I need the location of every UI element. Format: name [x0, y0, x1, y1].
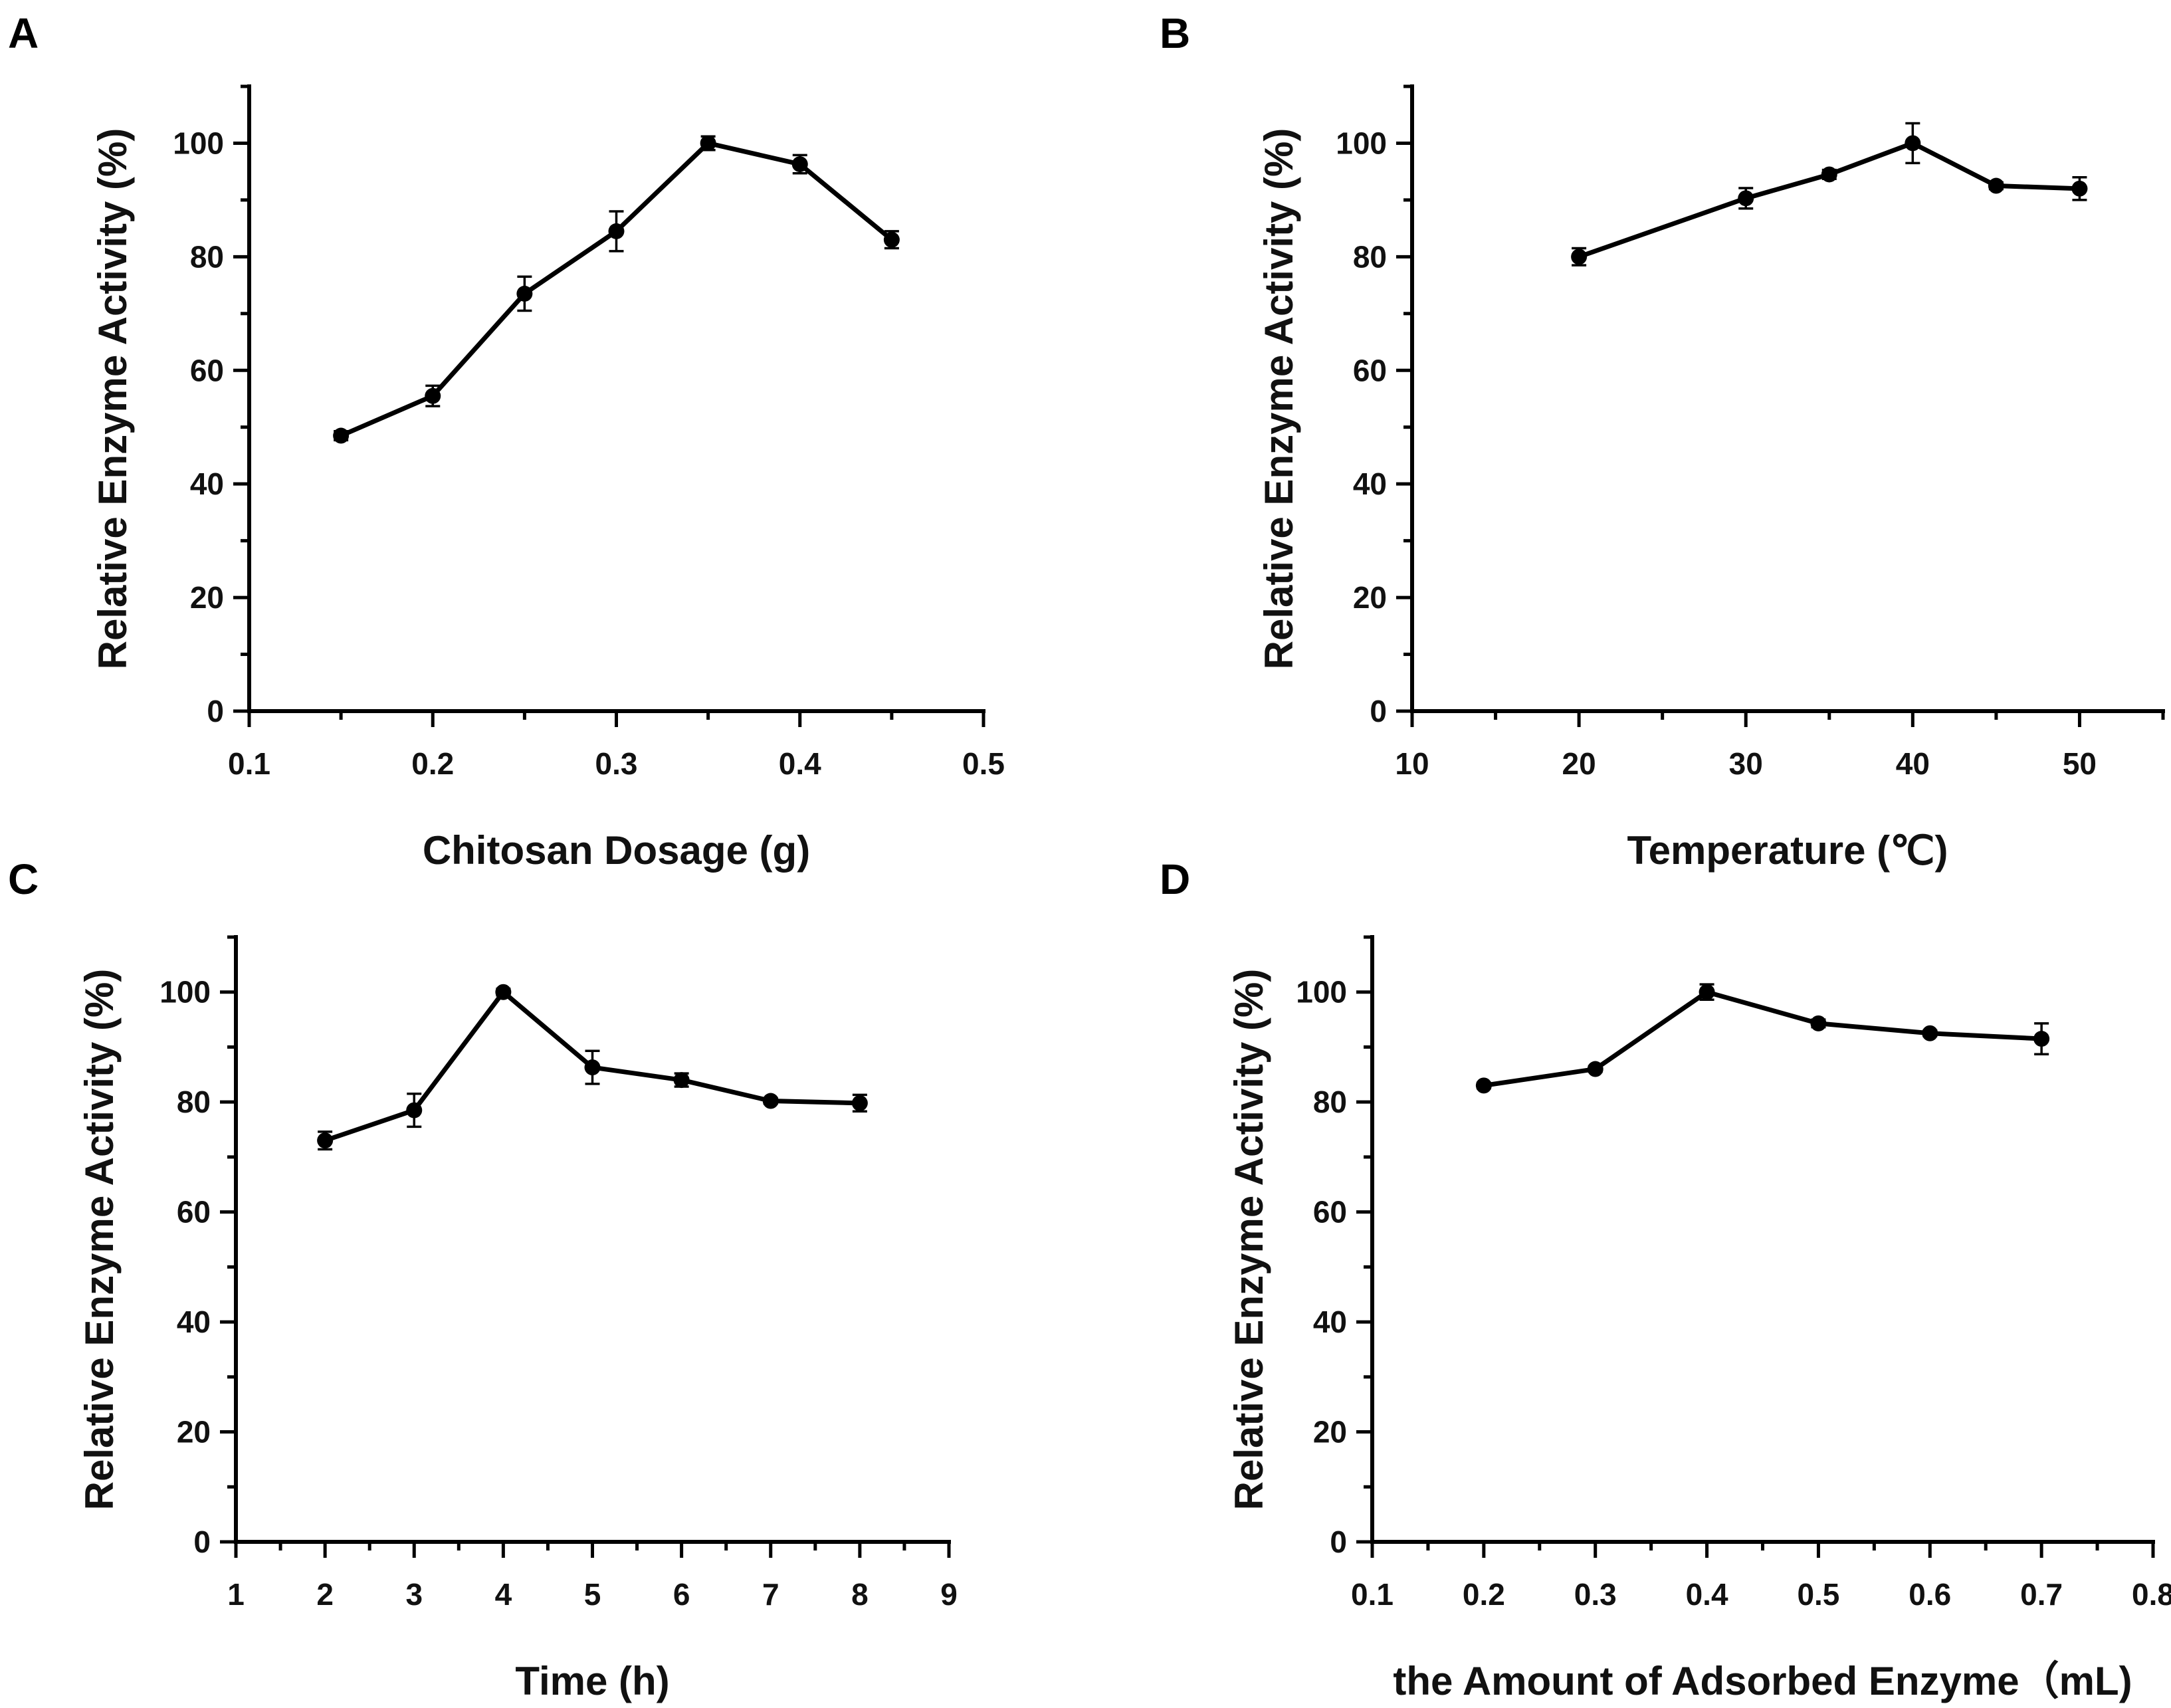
x-tick-label: 1	[227, 1577, 245, 1612]
y-tick-label: 40	[190, 467, 224, 501]
x-tick-label: 0.4	[779, 746, 821, 781]
series-line	[1483, 990, 2042, 1088]
y-tick-label: 100	[1296, 975, 1347, 1010]
x-tick-label: 0.4	[1686, 1577, 1728, 1612]
data-point	[1571, 249, 1588, 265]
data-point	[1475, 1077, 1492, 1094]
data-point	[851, 1095, 868, 1111]
series-line	[340, 140, 894, 438]
data-point	[406, 1102, 423, 1119]
x-tick-label: 0.8	[2132, 1577, 2171, 1612]
x-axis-title: Temperature (℃)	[1627, 828, 1948, 873]
x-tick-label: 5	[584, 1577, 601, 1612]
data-point	[333, 427, 350, 444]
x-tick-label: 0.2	[1463, 1577, 1505, 1612]
data-point	[1905, 135, 1921, 152]
y-tick-label: 0	[207, 694, 224, 728]
data-point	[1922, 1025, 1938, 1041]
y-tick-label: 60	[190, 353, 224, 387]
y-axis-title: Relative Enzyme Activity (%)	[90, 128, 135, 670]
data-point	[1810, 1015, 1827, 1031]
y-tick-label: 20	[177, 1415, 211, 1449]
x-tick-label: 0.5	[962, 746, 1005, 781]
y-axis-title: Relative Enzyme Activity (%)	[1257, 128, 1301, 670]
x-tick-label: 10	[1395, 746, 1429, 781]
panel-a: A 0 20 40 60 80 100 0.1 0.2 0.3 0.4 0.5 Chitosan Dos…	[8, 9, 1005, 873]
panel-label: B	[1160, 9, 1190, 57]
x-tick-label: 40	[1896, 746, 1930, 781]
x-tick-label: 9	[940, 1577, 958, 1612]
y-axis-title: Relative Enzyme Activity (%)	[1227, 969, 1271, 1511]
y-tick-label: 80	[1353, 239, 1387, 274]
series-line	[1578, 140, 2080, 259]
x-tick-label: 30	[1729, 746, 1763, 781]
y-tick-label: 0	[1330, 1525, 1347, 1559]
data-point	[425, 387, 441, 404]
data-point	[673, 1072, 690, 1089]
y-tick-label: 80	[190, 239, 224, 274]
panel-label: A	[8, 9, 39, 57]
data-point	[1821, 166, 1837, 183]
panel-b: B 0 20 40 60 80 100 10 20 30 40 50 Temperature (℃) Re…	[1160, 9, 2165, 873]
y-tick-label: 100	[1336, 126, 1387, 160]
x-tick-label: 0.3	[595, 746, 638, 781]
x-tick-label: 0.7	[2020, 1577, 2063, 1612]
x-axis-title: Chitosan Dosage (g)	[423, 828, 810, 873]
data-point	[791, 156, 808, 173]
panel-c: C 0 20 40 60 80 100 1 2 3 4 5 6 7 8 9 Time (h) Relative E…	[8, 855, 958, 1703]
y-tick-label: 60	[1313, 1195, 1347, 1229]
panel-label: C	[8, 855, 39, 903]
data-point	[700, 135, 716, 152]
y-tick-label: 20	[1353, 580, 1387, 615]
x-tick-label: 50	[2063, 746, 2097, 781]
y-tick-label: 60	[177, 1195, 211, 1229]
y-tick-label: 60	[1353, 353, 1387, 387]
y-tick-label: 0	[193, 1525, 211, 1559]
y-axis-title: Relative Enzyme Activity (%)	[77, 969, 122, 1511]
y-tick-label: 40	[1313, 1305, 1347, 1339]
x-tick-label: 0.3	[1574, 1577, 1617, 1612]
x-tick-label: 0.1	[1351, 1577, 1394, 1612]
panel-label: D	[1160, 855, 1190, 903]
x-tick-label: 7	[762, 1577, 779, 1612]
x-tick-label: 4	[495, 1577, 512, 1612]
x-tick-label: 3	[405, 1577, 423, 1612]
y-tick-label: 80	[1313, 1085, 1347, 1119]
data-point	[883, 231, 900, 248]
x-tick-label: 8	[851, 1577, 869, 1612]
x-tick-label: 20	[1562, 746, 1596, 781]
data-point	[2033, 1031, 2050, 1047]
x-tick-label: 2	[316, 1577, 334, 1612]
y-tick-label: 80	[177, 1085, 211, 1119]
data-point	[516, 285, 533, 302]
data-point	[1587, 1061, 1603, 1077]
y-tick-label: 100	[173, 126, 224, 160]
x-tick-label: 0.1	[228, 746, 270, 781]
y-tick-label: 40	[177, 1305, 211, 1339]
data-point	[1738, 190, 1754, 207]
data-point	[762, 1093, 779, 1109]
data-point	[1699, 984, 1715, 1000]
data-point	[608, 223, 625, 239]
y-tick-label: 20	[190, 580, 224, 615]
data-point	[1988, 177, 2004, 194]
x-axis-title: the Amount of Adsorbed Enzyme（mL)	[1393, 1659, 2132, 1703]
data-point	[584, 1059, 601, 1076]
panel-d: D 0 20 40 60 80 100 0.1 0.2 0.3 0.4 0.5 0.6 0.7 0.8 the…	[1160, 855, 2171, 1703]
data-point	[495, 984, 512, 1000]
data-point	[317, 1132, 334, 1149]
y-tick-label: 40	[1353, 467, 1387, 501]
y-tick-label: 0	[1370, 694, 1387, 728]
y-tick-label: 100	[159, 975, 211, 1010]
y-tick-label: 20	[1313, 1415, 1347, 1449]
x-tick-label: 6	[673, 1577, 690, 1612]
x-tick-label: 0.6	[1909, 1577, 1951, 1612]
data-point	[2071, 180, 2088, 197]
x-tick-label: 0.2	[411, 746, 454, 781]
x-axis-title: Time (h)	[515, 1659, 669, 1703]
x-tick-label: 0.5	[1797, 1577, 1839, 1612]
